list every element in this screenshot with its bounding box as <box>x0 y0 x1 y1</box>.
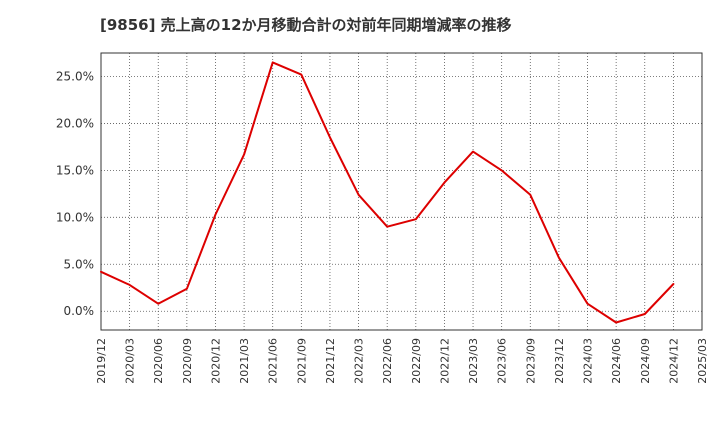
x-tick-label: 2024/12 <box>667 338 680 384</box>
x-tick-label: 2021/09 <box>295 338 308 384</box>
x-tick-label: 2022/03 <box>353 338 366 384</box>
x-tick-label: 2024/09 <box>639 338 652 384</box>
x-tick-label: 2023/09 <box>524 338 537 384</box>
x-tick-label: 2019/12 <box>95 338 108 384</box>
x-tick-label: 2022/09 <box>410 338 423 384</box>
x-tick-label: 2021/03 <box>238 338 251 384</box>
x-tick-label: 2025/03 <box>696 338 709 384</box>
y-tick-label: 0.0% <box>64 304 95 318</box>
x-axis-ticks: 2019/12 2020/03 2020/06 2020/09 2020/12 2021/… <box>95 338 709 384</box>
x-tick-label: 2023/06 <box>496 338 509 384</box>
y-tick-label: 20.0% <box>56 116 94 130</box>
plot-frame <box>100 52 703 331</box>
vertical-gridlines <box>129 53 674 330</box>
x-tick-label: 2023/12 <box>553 338 566 384</box>
y-axis-ticks: 0.0% 5.0% 10.0% 15.0% 20.0% 25.0% <box>56 69 94 318</box>
x-tick-label: 2022/06 <box>381 338 394 384</box>
plot-area <box>101 53 702 330</box>
x-tick-label: 2024/03 <box>582 338 595 384</box>
series-group <box>100 61 675 324</box>
y-tick-label: 25.0% <box>56 69 94 83</box>
x-tick-label: 2021/06 <box>267 338 280 384</box>
series-line <box>100 61 675 324</box>
y-tick-label: 15.0% <box>56 163 94 177</box>
horizontal-gridlines <box>101 76 702 312</box>
x-tick-label: 2020/06 <box>152 338 165 384</box>
x-tick-label: 2022/12 <box>438 338 451 384</box>
y-tick-label: 10.0% <box>56 210 94 224</box>
y-tick-label: 5.0% <box>64 257 95 271</box>
x-tick-label: 2020/12 <box>209 338 222 384</box>
x-tick-label: 2021/12 <box>324 338 337 384</box>
x-tick-label: 2020/09 <box>181 338 194 384</box>
x-tick-label: 2020/03 <box>124 338 137 384</box>
x-tick-label: 2023/03 <box>467 338 480 384</box>
chart-title: [9856] 売上高の12か月移動合計の対前年同期増減率の推移 <box>100 16 512 34</box>
x-tick-label: 2024/06 <box>610 338 623 384</box>
